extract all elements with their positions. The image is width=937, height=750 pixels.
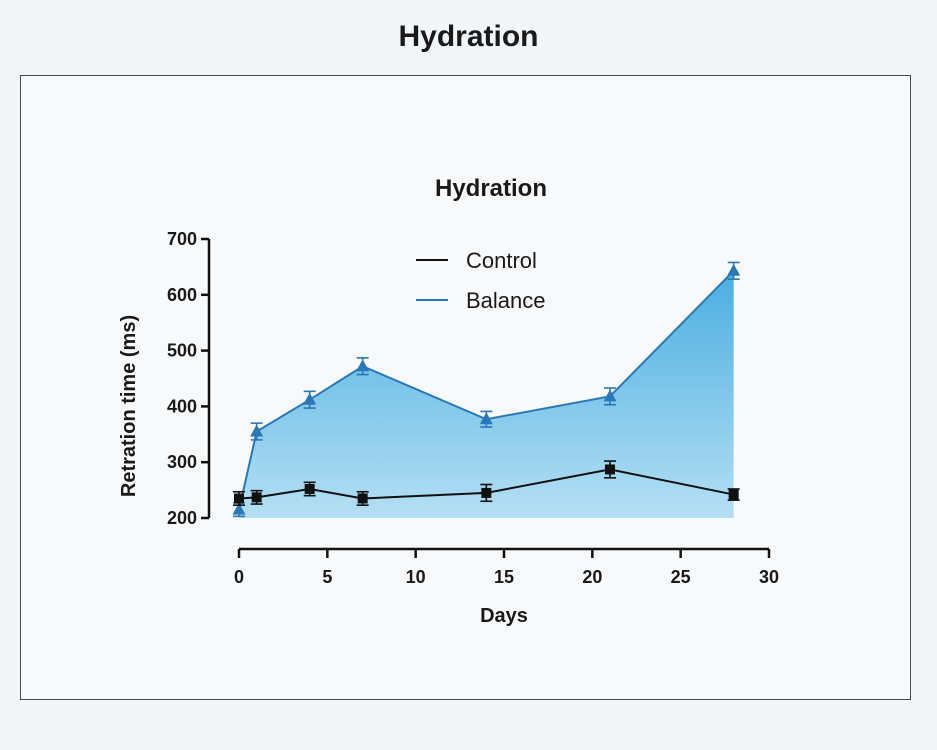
y-tick-label: 600 (167, 285, 197, 305)
balance-point (603, 389, 617, 402)
legend-label-control: Control (466, 248, 537, 273)
control-point (357, 493, 368, 504)
y-axis-label: Retration time (ms) (118, 315, 140, 497)
y-tick-label: 300 (167, 452, 197, 472)
x-tick-label: 20 (582, 567, 602, 587)
chart-frame: Hydration 200 300 400 500 600 700 0 5 10 15 20 25 30… (20, 75, 911, 700)
x-axis-label: Days (480, 605, 528, 627)
control-point (481, 487, 492, 498)
control-point (304, 483, 315, 494)
legend-label-balance: Balance (466, 288, 546, 313)
x-tick-label: 30 (759, 567, 779, 587)
balance-point (250, 424, 264, 437)
x-tick-label: 15 (494, 567, 514, 587)
balance-point (232, 502, 246, 515)
y-tick-label: 200 (167, 508, 197, 528)
balance-point (303, 392, 317, 405)
x-tick-label: 0 (234, 567, 244, 587)
balance-area-fill (239, 270, 734, 518)
chart: Hydration 200 300 400 500 600 700 0 5 10 15 20 25 30… (118, 175, 779, 627)
page-title: Hydration (398, 20, 539, 53)
y-tick-label: 400 (167, 396, 197, 416)
y-tick-label: 700 (167, 229, 197, 249)
x-tick-label: 5 (322, 567, 332, 587)
chart-title: Hydration (435, 175, 547, 202)
balance-point (727, 263, 741, 276)
control-point (605, 464, 615, 475)
control-point (728, 489, 739, 500)
balance-point (356, 359, 370, 372)
x-tick-label: 25 (671, 567, 691, 587)
control-point (234, 493, 244, 504)
y-tick-label: 500 (167, 341, 197, 361)
x-tick-label: 10 (406, 567, 426, 587)
balance-point (479, 412, 493, 425)
control-point (251, 492, 262, 503)
